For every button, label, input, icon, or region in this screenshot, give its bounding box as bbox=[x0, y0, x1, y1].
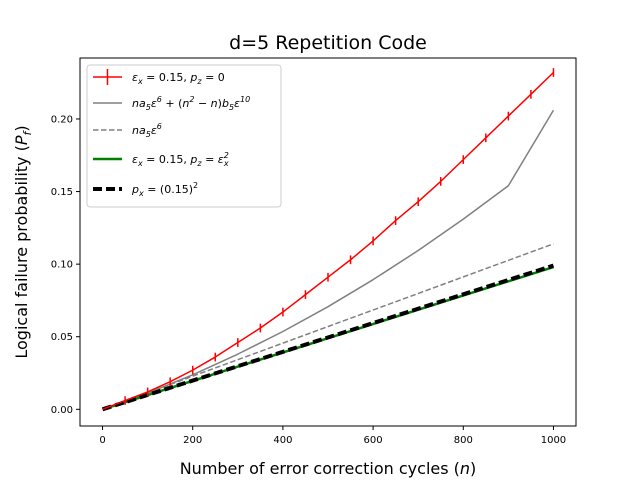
y-tick-label: 0.20 bbox=[51, 114, 73, 125]
series-line-quadratic-model bbox=[102, 109, 555, 411]
y-tick-label: 0.10 bbox=[51, 260, 73, 271]
y-tick-label: 0.15 bbox=[51, 187, 73, 198]
x-axis-ticks: 0 200 400 600 800 1000 bbox=[99, 426, 566, 446]
legend-label-green: εx = 0.15, pz = ε2 x bbox=[132, 151, 229, 168]
legend-entry-red-data: εx = 0.15, pz = 0 bbox=[93, 69, 225, 86]
legend: εx = 0.15, pz = 0 na5ε6 + (n2 − n)b5ε10 … bbox=[86, 64, 282, 208]
legend-entry-quadratic-model: na5ε6 + (n2 − n)b5ε10 bbox=[93, 95, 250, 112]
y-tick-label: 0.00 bbox=[51, 405, 73, 416]
y-tick-label: 0.05 bbox=[51, 332, 73, 343]
legend-entry-linear-model: na5ε6 bbox=[93, 122, 162, 139]
y-axis-ticks: 0.00 0.05 0.10 0.15 0.20 bbox=[51, 114, 80, 416]
x-tick-label: 800 bbox=[454, 435, 473, 446]
series-layer bbox=[101, 68, 555, 412]
plot-area: 0 200 400 600 800 1000 0.00 0.05 0.10 0.15 0.20 bbox=[51, 57, 577, 446]
legend-entry-px-reference: px = (0.15)2 bbox=[93, 181, 198, 198]
legend-label-linear-model: na5ε6 bbox=[132, 122, 162, 139]
y-axis-title: Logical failure probability (Pf) bbox=[12, 125, 34, 358]
series-line-px-reference bbox=[101, 263, 555, 412]
x-tick-label: 400 bbox=[273, 435, 292, 446]
chart-title: d=5 Repetition Code bbox=[229, 32, 427, 54]
legend-box bbox=[86, 64, 282, 208]
x-tick-label: 1000 bbox=[541, 435, 566, 446]
legend-label-quadratic-model: na5ε6 + (n2 − n)b5ε10 bbox=[132, 95, 250, 112]
x-axis-title: Number of error correction cycles (n) bbox=[180, 459, 477, 478]
series-line-linear-model bbox=[102, 243, 554, 411]
x-tick-label: 600 bbox=[364, 435, 383, 446]
legend-label-red: εx = 0.15, pz = 0 bbox=[132, 71, 225, 86]
legend-label-px-reference: px = (0.15)2 bbox=[131, 181, 198, 198]
axes-frame bbox=[79, 57, 577, 427]
legend-entry-green-data: εx = 0.15, pz = ε2 x bbox=[93, 151, 229, 168]
x-tick-label: 200 bbox=[183, 435, 202, 446]
x-tick-label: 0 bbox=[99, 435, 105, 446]
